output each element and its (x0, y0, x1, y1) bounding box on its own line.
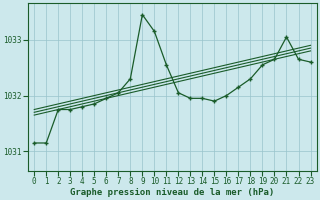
X-axis label: Graphe pression niveau de la mer (hPa): Graphe pression niveau de la mer (hPa) (70, 188, 275, 197)
